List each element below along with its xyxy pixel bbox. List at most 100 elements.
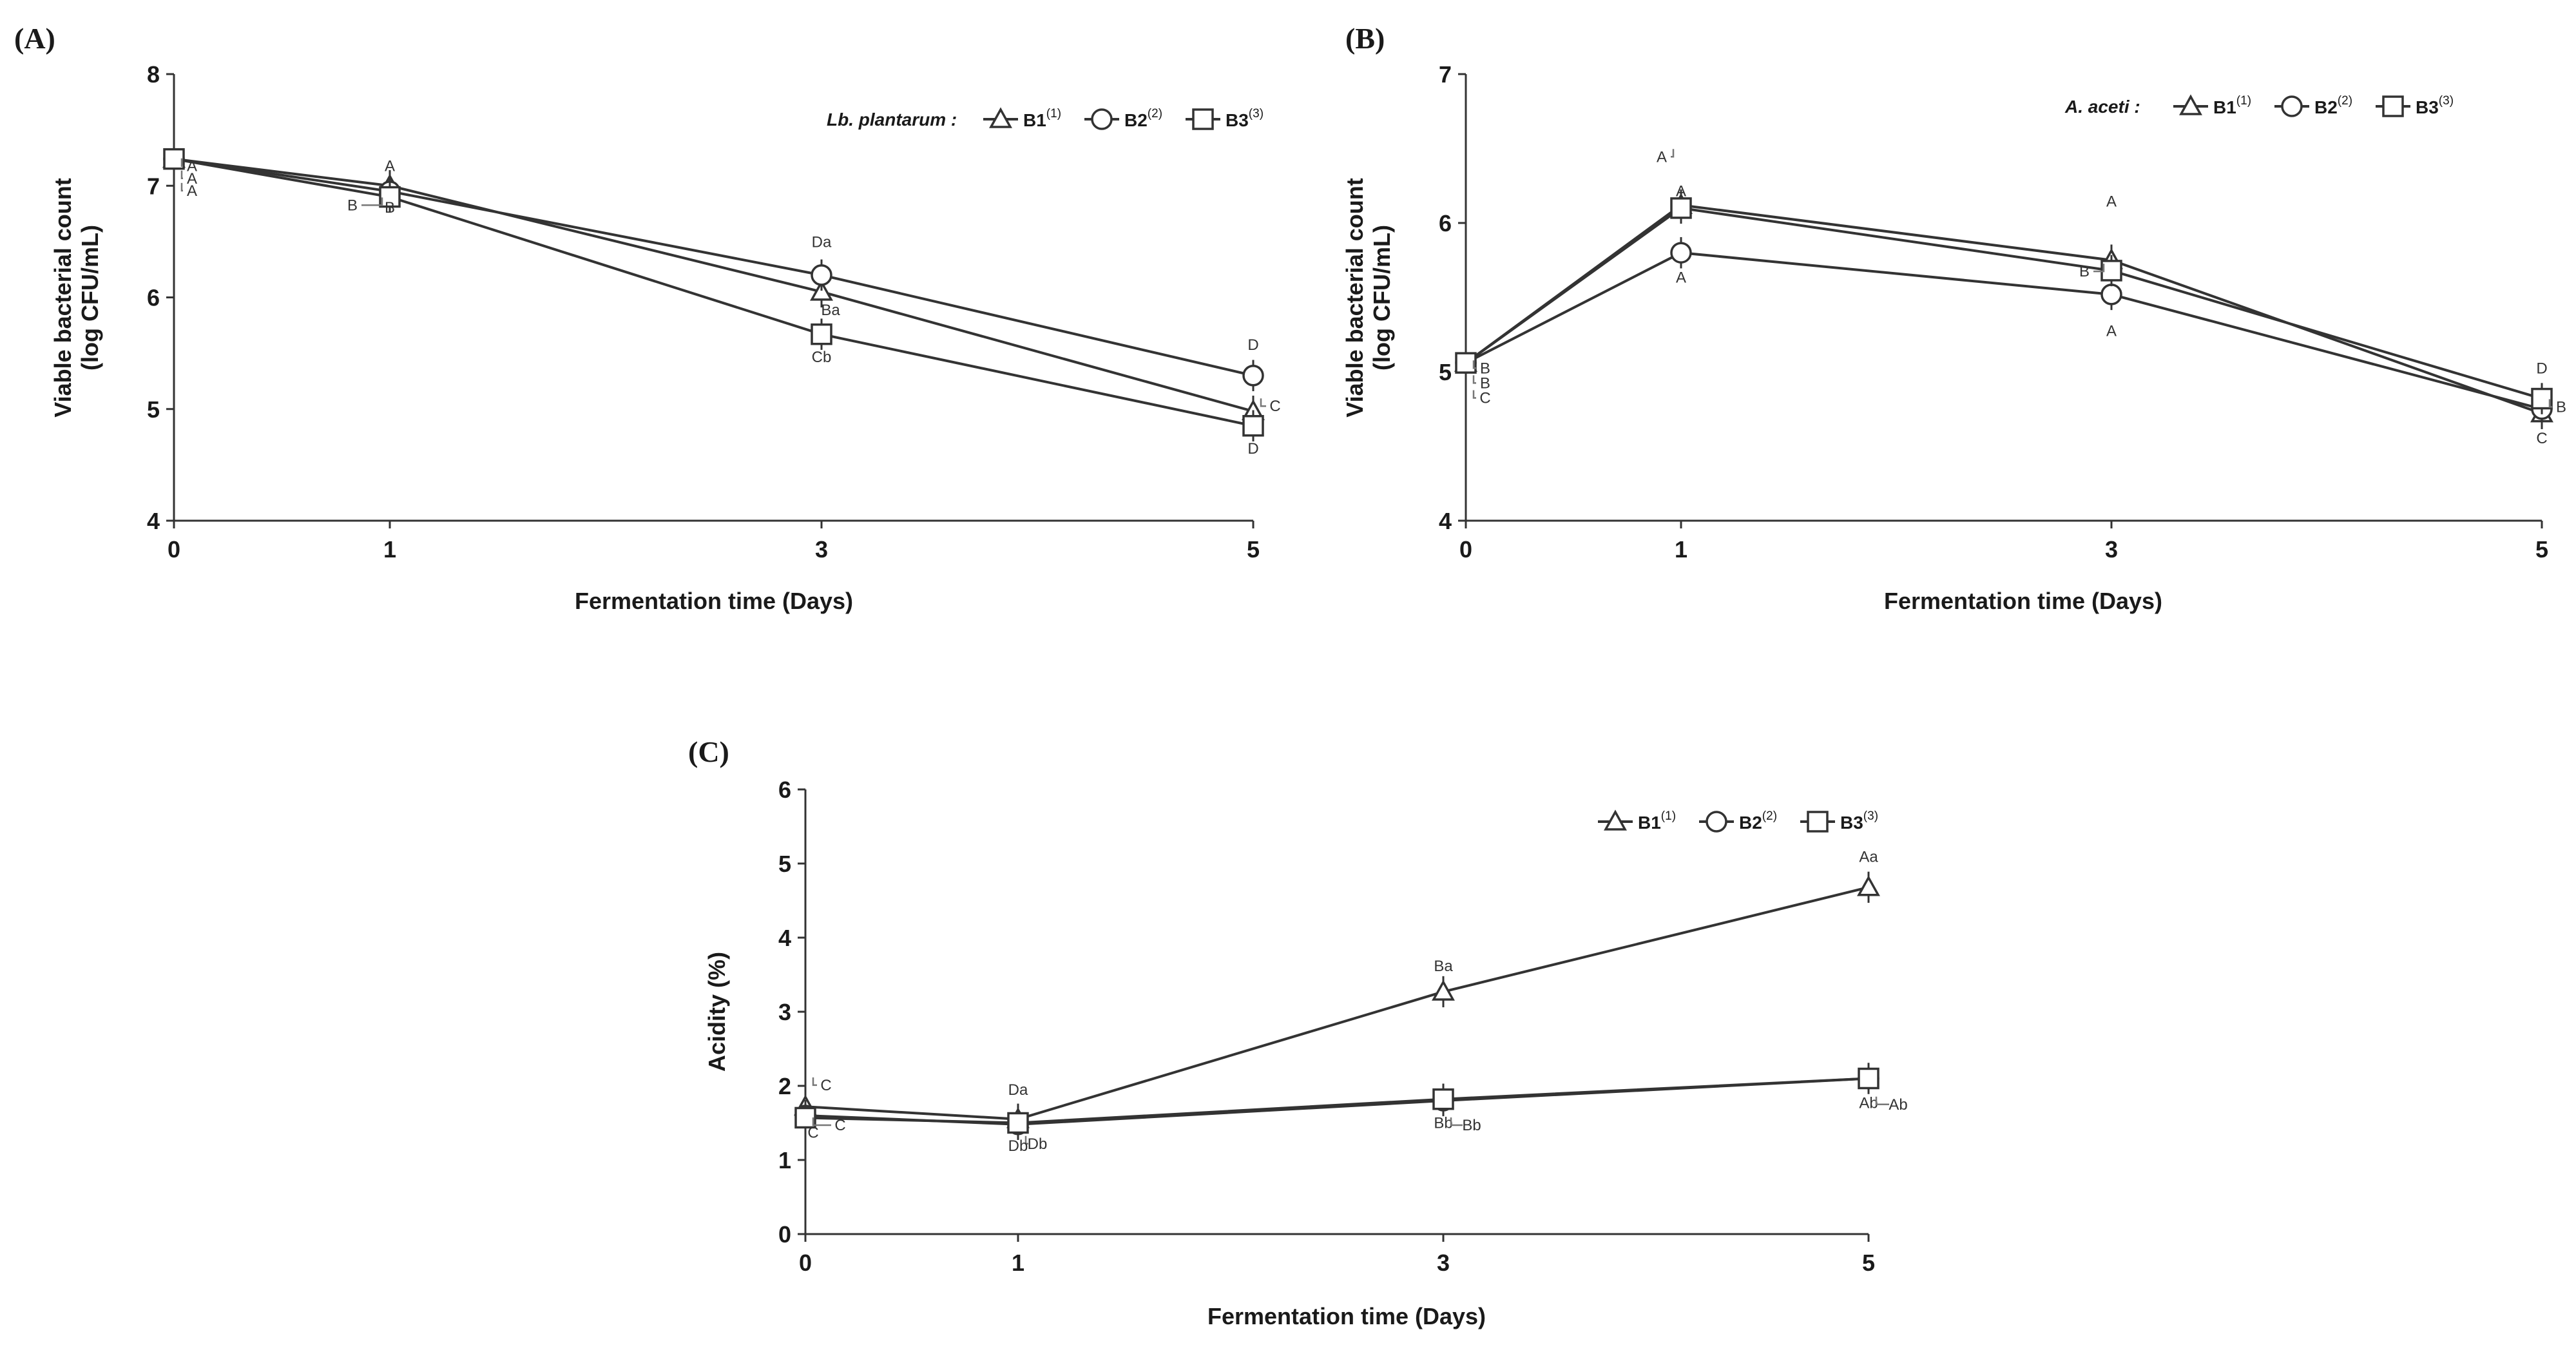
legend-square-icon <box>1807 811 1829 833</box>
significance-label: B <box>1480 374 1490 392</box>
x-axis-title: Fermentation time (Days) <box>1884 588 2162 614</box>
chart-panel-3: (C) 0 1 2 3 4 5 6 0 1 3 5 Fermentation time (Days) Ac… <box>688 735 1908 1329</box>
legend-entry-b3: B3(3) <box>1840 809 1878 833</box>
legend-circle-icon <box>2281 95 2303 117</box>
legend-entry-b1: B1(1) <box>1023 107 1061 130</box>
legend-entry-b3: B3(3) <box>1226 107 1264 130</box>
y-tick-label: 1 <box>778 1147 791 1173</box>
significance-label: B <box>2079 263 2090 280</box>
significance-label: A <box>2106 323 2117 340</box>
data-point-b3-square <box>1242 414 1264 437</box>
series-line-b1 <box>173 157 1254 413</box>
data-point-b2-circle <box>811 264 832 286</box>
leader-line <box>812 1117 831 1126</box>
x-tick-label: 5 <box>1247 536 1260 563</box>
legend-triangle-icon <box>2179 94 2202 115</box>
data-point-b3-square <box>794 1106 816 1129</box>
y-tick-label: 3 <box>778 999 791 1025</box>
y-tick-label: 6 <box>147 285 160 311</box>
x-tick-label: 0 <box>1459 536 1472 563</box>
legend-entry-b1: B1(1) <box>2213 94 2251 117</box>
legend-entry-b3: B3(3) <box>2416 94 2454 117</box>
x-tick-label: 3 <box>1437 1250 1450 1276</box>
x-tick-label: 5 <box>2535 536 2548 563</box>
significance-label: C <box>1479 390 1490 407</box>
significance-label: Da <box>812 234 832 251</box>
y-tick-label: 7 <box>1439 61 1452 88</box>
leader-line <box>1472 360 1476 369</box>
significance-label: A <box>187 170 197 188</box>
series-line-b3 <box>1465 206 2542 400</box>
significance-label: C <box>807 1125 818 1142</box>
significance-label: C <box>1269 398 1280 415</box>
significance-label: C <box>820 1077 831 1094</box>
panel-label: (A) <box>14 22 55 55</box>
legend-triangle-icon <box>989 107 1012 128</box>
legend-circle-icon <box>1706 811 1727 833</box>
legend-entry-b2: B2(2) <box>1124 107 1162 130</box>
data-point-b2-circle <box>1242 365 1264 387</box>
data-point-b3-square <box>2531 387 2553 410</box>
y-tick-label: 5 <box>1439 359 1452 385</box>
x-tick-label: 1 <box>1012 1250 1024 1276</box>
significance-label: A <box>1657 148 1667 166</box>
y-axis-title: Acidity (%) <box>704 952 730 1072</box>
significance-label: Ab <box>1889 1096 1907 1114</box>
significance-label: Ba <box>821 302 840 319</box>
significance-label: A <box>187 158 197 175</box>
legend: B1(1) B2(2) B3(3) <box>1598 809 1878 833</box>
data-point-b1-triangle <box>810 280 833 301</box>
x-tick-label: 3 <box>2105 536 2118 563</box>
legend-square-icon <box>1192 108 1214 130</box>
y-tick-label: 8 <box>147 61 160 88</box>
leader-line <box>1472 375 1476 384</box>
significance-label: Aa <box>1859 849 1878 866</box>
significance-label: D <box>2536 360 2547 377</box>
x-tick-label: 3 <box>815 536 828 563</box>
chart-panel-1: (A) 4 5 6 7 8 0 1 3 5 Fermentation time (Days) Viab… <box>14 22 1281 614</box>
data-point-b1-triangle <box>1432 980 1455 1001</box>
y-tick-label: 6 <box>778 777 791 803</box>
data-point-b3-square <box>1858 1067 1879 1090</box>
data-point-b3-square <box>379 186 401 208</box>
data-point-b1-triangle <box>1857 875 1880 896</box>
x-axis-title: Fermentation time (Days) <box>1207 1303 1486 1329</box>
data-point-b2-circle <box>2100 284 2122 305</box>
x-tick-label: 0 <box>168 536 180 563</box>
x-tick-label: 1 <box>383 536 396 563</box>
significance-label: Ba <box>1434 958 1453 975</box>
significance-label: D <box>1247 440 1258 458</box>
y-tick-label: 4 <box>1439 508 1452 534</box>
legend-prefix: A. aceti : <box>2064 97 2140 117</box>
data-point-b3-square <box>163 148 185 170</box>
significance-label: B <box>2556 398 2566 416</box>
legend-prefix: Lb. plantarum : <box>827 110 957 130</box>
significance-label: Ab <box>1859 1095 1878 1112</box>
significance-label: Db <box>1008 1137 1028 1155</box>
y-axis-title: Viable bacterial count(log CFU/mL) <box>1341 178 1395 417</box>
data-point-b2-circle <box>1670 242 1692 264</box>
y-tick-label: 2 <box>778 1073 791 1099</box>
leader-line <box>1472 390 1476 399</box>
legend-entry-b2: B2(2) <box>2314 94 2352 117</box>
significance-label: C <box>834 1117 845 1134</box>
series-line-b1 <box>1465 204 2542 415</box>
panel-label: (B) <box>1345 22 1385 55</box>
significance-label: Bb <box>1462 1117 1481 1134</box>
series-line-b3 <box>173 157 1254 427</box>
y-tick-label: 5 <box>147 396 160 423</box>
leader-line <box>361 197 383 206</box>
chart-panel-2: (B) 4 5 6 7 0 1 3 5 Fermentation time (Days) Viabl… <box>1341 22 2566 614</box>
significance-label: A <box>1676 269 1686 286</box>
significance-label: A <box>385 158 395 175</box>
legend-triangle-icon <box>1604 809 1627 831</box>
y-tick-label: 7 <box>147 173 160 199</box>
data-point-b3-square <box>1432 1088 1454 1110</box>
panel-label: (C) <box>688 735 729 768</box>
legend-circle-icon <box>1091 108 1113 130</box>
leader-line <box>180 170 183 180</box>
significance-label: Db <box>1028 1135 1048 1153</box>
leader-line <box>1875 1096 1889 1106</box>
leader-line <box>180 182 183 192</box>
